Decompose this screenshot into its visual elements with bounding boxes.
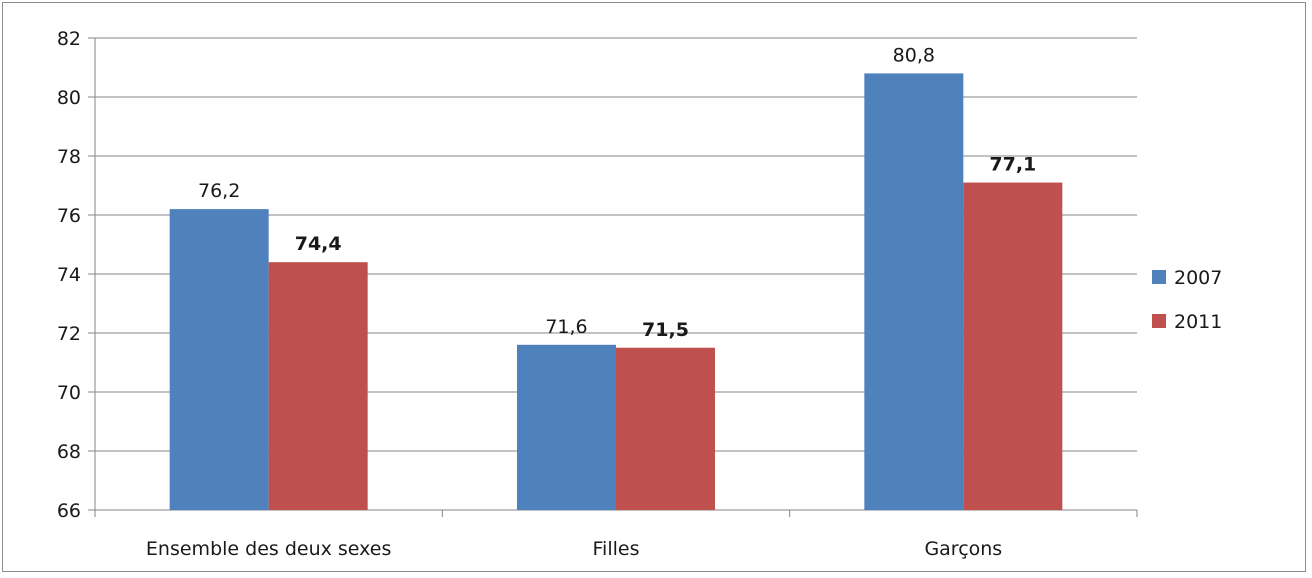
legend-label-2011: 2011 [1174,311,1222,333]
x-category-label: Garçons [924,538,1002,560]
data-label-2007: 76,2 [198,180,240,202]
legend-label-2007: 2007 [1174,267,1222,289]
legend-swatch-2011 [1152,314,1166,328]
y-tick-label: 70 [57,382,81,404]
y-tick-label: 78 [57,146,81,168]
data-label-2011: 71,5 [642,319,689,341]
y-tick-label: 80 [57,87,81,109]
y-tick-label: 82 [57,28,81,50]
bar-2007 [169,209,269,510]
y-tick-label: 72 [57,323,81,345]
data-label-2007: 71,6 [545,316,587,338]
y-tick-label: 74 [57,264,81,286]
data-label-2011: 77,1 [989,154,1036,176]
bar-2011 [268,262,368,510]
data-label-2011: 74,4 [295,233,342,255]
bar-2011 [963,182,1063,511]
bar-2007 [864,73,964,511]
y-tick-label: 76 [57,205,81,227]
y-tick-label: 68 [57,441,81,463]
bar-2007 [517,344,616,510]
bar-2011 [616,347,715,510]
x-category-label: Filles [593,538,640,560]
legend-swatch-2007 [1152,270,1166,284]
x-category-label: Ensemble des deux sexes [146,538,391,560]
y-tick-label: 66 [57,500,81,522]
data-label-2007: 80,8 [893,44,935,66]
